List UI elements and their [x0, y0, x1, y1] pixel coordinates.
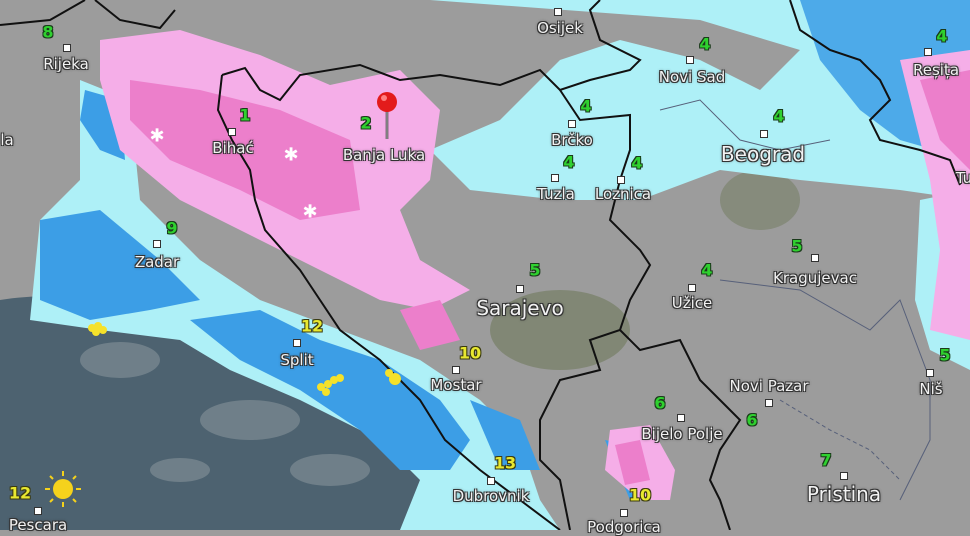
city-marker — [760, 130, 768, 138]
city-marker — [677, 414, 685, 422]
city-label-osijek[interactable]: Osijek — [537, 19, 583, 37]
city-marker — [686, 56, 694, 64]
location-pin-icon[interactable] — [376, 91, 398, 141]
city-label-uzice[interactable]: Užice — [671, 294, 713, 312]
city-label-banja-luka[interactable]: Banja Luka — [342, 146, 426, 164]
city-marker — [811, 254, 819, 262]
city-marker — [516, 285, 524, 293]
snowflake-icon: ✱ — [149, 125, 165, 147]
city-label-partial-left[interactable]: la — [0, 131, 14, 149]
city-label-nis[interactable]: Niš — [919, 380, 943, 398]
city-label-resita[interactable]: Reșița — [912, 61, 960, 79]
snowflake-icon: ✱ — [283, 144, 299, 166]
lightning-dots-icon — [385, 369, 401, 385]
city-marker — [924, 48, 932, 56]
temperature-label: 4 — [936, 26, 948, 46]
sea-clouds — [80, 342, 370, 486]
city-marker — [688, 284, 696, 292]
temperature-label: 4 — [773, 106, 785, 126]
city-label-split[interactable]: Split — [280, 351, 314, 369]
temperature-label: 6 — [746, 410, 758, 430]
sun-icon — [45, 471, 81, 507]
city-label-mostar[interactable]: Mostar — [430, 376, 482, 394]
city-marker — [452, 366, 460, 374]
temperature-label: 6 — [654, 393, 666, 413]
adriatic-sea — [0, 296, 520, 530]
temperature-label: 5 — [791, 236, 803, 256]
city-label-novi-sad[interactable]: Novi Sad — [658, 68, 726, 86]
temperature-label: 12 — [8, 483, 32, 503]
city-marker — [554, 8, 562, 16]
city-label-zadar[interactable]: Zadar — [134, 253, 180, 271]
temperature-label: 4 — [563, 152, 575, 172]
lightning-dots-icon — [88, 322, 107, 336]
city-marker — [926, 369, 934, 377]
lightning-dots-icon — [317, 374, 344, 396]
city-marker — [840, 472, 848, 480]
temperature-label: 8 — [42, 22, 54, 42]
city-label-loznica[interactable]: Loznica — [594, 185, 652, 203]
city-marker — [551, 174, 559, 182]
city-marker — [620, 509, 628, 517]
temperature-label: 10 — [628, 485, 652, 505]
city-marker — [487, 477, 495, 485]
temperature-label: 12 — [300, 316, 324, 336]
city-marker — [568, 120, 576, 128]
city-marker — [153, 240, 161, 248]
city-label-bijelo-polje[interactable]: Bijelo Polje — [641, 425, 723, 443]
temperature-label: 4 — [631, 153, 643, 173]
terrain-green — [490, 290, 630, 370]
city-label-beograd[interactable]: Beograd — [720, 142, 806, 166]
temperature-label: 13 — [493, 453, 517, 473]
temperature-label: 2 — [360, 113, 372, 133]
snow-areas — [100, 30, 970, 500]
city-label-rijeka[interactable]: Rijeka — [43, 55, 89, 73]
city-label-kragujevac[interactable]: Kragujevac — [773, 269, 857, 287]
city-marker — [765, 399, 773, 407]
city-label-pristina[interactable]: Pristina — [806, 482, 882, 506]
temperature-label: 5 — [939, 345, 951, 365]
country-borders — [0, 0, 961, 530]
city-label-tuzla[interactable]: Tuzla — [537, 185, 575, 203]
city-label-brcko[interactable]: Brčko — [551, 131, 593, 149]
temperature-label: 5 — [529, 260, 541, 280]
city-label-novi-pazar[interactable]: Novi Pazar — [729, 377, 809, 395]
city-marker — [293, 339, 301, 347]
temperature-label: 10 — [458, 343, 482, 363]
temperature-label: 7 — [820, 450, 832, 470]
city-label-partial-right[interactable]: Tu — [955, 169, 970, 187]
city-label-pescara[interactable]: Pescara — [8, 516, 68, 534]
city-marker — [228, 128, 236, 136]
temperature-label: 1 — [239, 105, 251, 125]
snowflake-icon: ✱ — [302, 201, 318, 223]
temperature-label: 9 — [166, 218, 178, 238]
temperature-label: 4 — [699, 34, 711, 54]
city-marker — [63, 44, 71, 52]
city-label-bihac[interactable]: Bihać — [212, 139, 254, 157]
city-label-podgorica[interactable]: Podgorica — [587, 518, 661, 536]
city-marker — [34, 507, 42, 515]
temperature-label: 4 — [580, 96, 592, 116]
city-label-sarajevo[interactable]: Sarajevo — [476, 296, 564, 320]
region-borders — [659, 99, 931, 501]
terrain-green — [720, 170, 800, 230]
temperature-label: 4 — [701, 260, 713, 280]
city-label-dubrovnik[interactable]: Dubrovnik — [452, 487, 530, 505]
city-marker — [617, 176, 625, 184]
